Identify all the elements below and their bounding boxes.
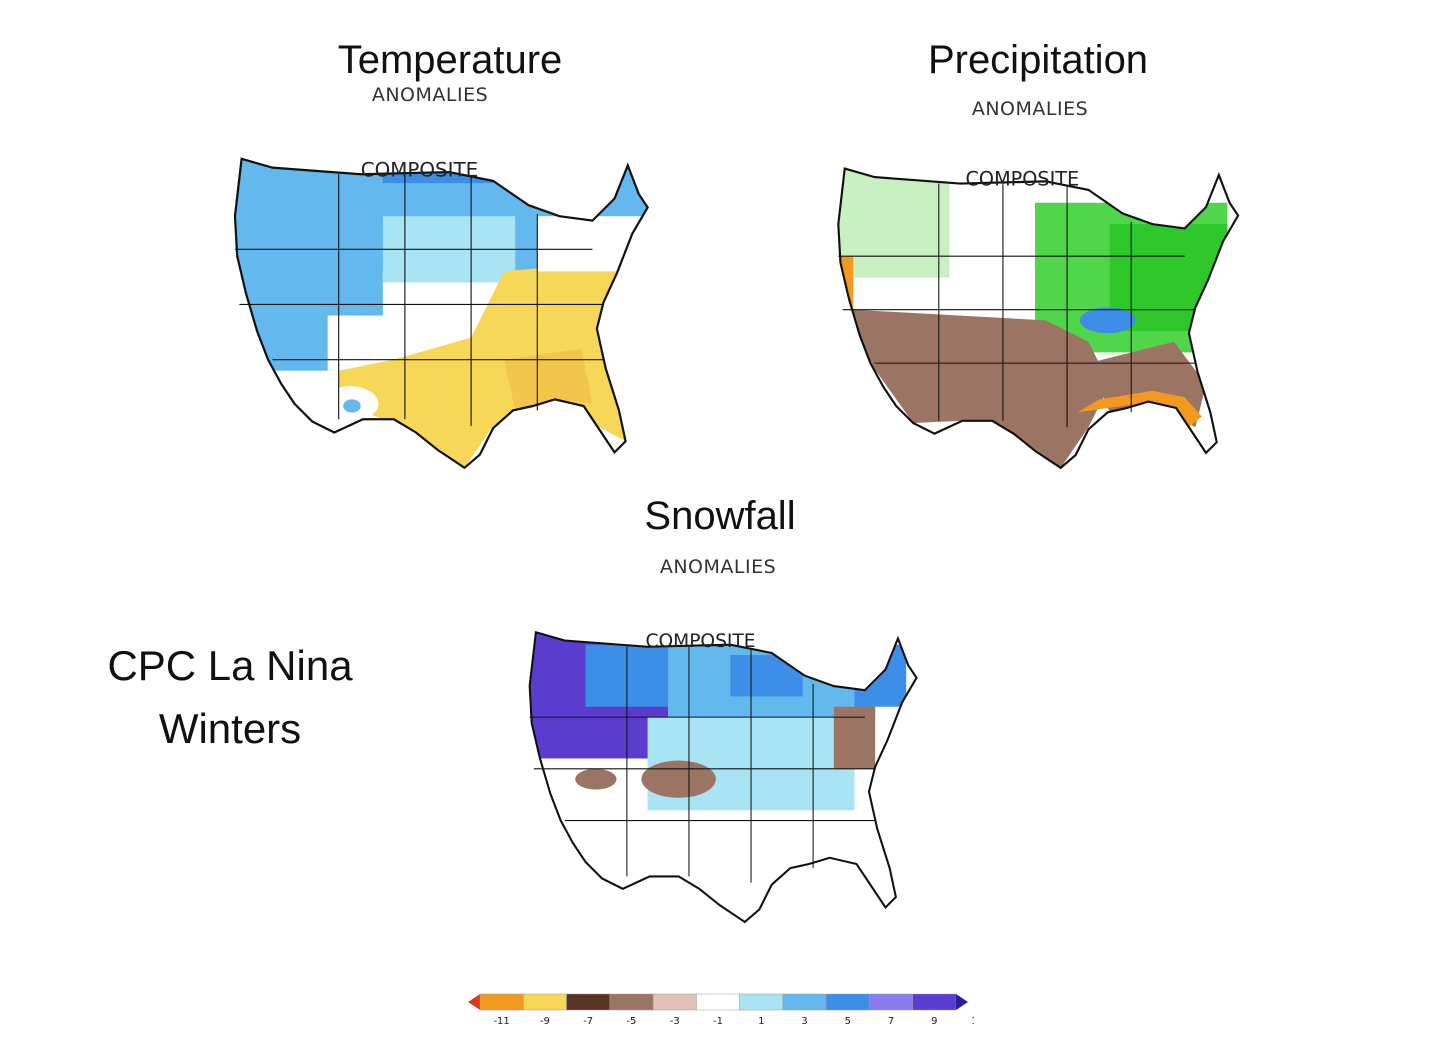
legend-swatch-2: [523, 993, 567, 1011]
precipitation-title: Precipitation: [927, 38, 1149, 82]
legend-tick-label: -5: [626, 1016, 636, 1027]
legend-tick-label: -3: [670, 1016, 680, 1027]
temperature-title: Temperature: [337, 38, 563, 82]
legend-tick-label: 7: [888, 1016, 894, 1027]
legend-swatch-7: [739, 993, 784, 1011]
legend-tick-label: 1: [758, 1016, 764, 1027]
legend-swatch-8: [782, 993, 827, 1011]
caption: CPC La Nina Winters: [70, 634, 390, 760]
legend-swatch-5: [652, 993, 697, 1011]
legend-tick-label: -9: [540, 1016, 550, 1027]
snowfall-composite-label: COMPOSITE: [646, 631, 756, 652]
caption-line-1: CPC La Nina: [107, 642, 353, 689]
legend-tick-label: 5: [845, 1016, 851, 1027]
legend-swatch-6: [696, 993, 740, 1011]
legend-tick-label: -1: [713, 1016, 723, 1027]
precipitation-composite-label: COMPOSITE: [966, 168, 1080, 191]
legend-tick-label: 9: [931, 1016, 937, 1027]
legend-tick-label: 11: [971, 1016, 974, 1027]
snowfall-anomaly-map: COMPOSITE: [528, 631, 918, 923]
legend-swatch-11: [912, 993, 957, 1011]
legend-tick-label: 3: [801, 1016, 807, 1027]
temperature-subtitle: ANOMALIES: [371, 84, 489, 106]
legend-swatch-4: [609, 993, 654, 1011]
snowfall-subtitle: ANOMALIES: [659, 556, 777, 578]
precipitation-subtitle: ANOMALIES: [971, 98, 1089, 120]
legend-tick-label: -11: [493, 1016, 509, 1027]
legend-tick-label: -7: [583, 1016, 593, 1027]
caption-line-2: Winters: [158, 705, 302, 752]
legend-swatch-9: [825, 993, 870, 1011]
temperature-composite-label: COMPOSITE: [361, 158, 478, 181]
precipitation-anomaly-map: COMPOSITE: [837, 167, 1240, 469]
snowfall-title: Snowfall: [644, 494, 796, 538]
legend-swatch-3: [566, 993, 611, 1011]
temperature-anomaly-map: COMPOSITE: [233, 157, 649, 469]
legend-swatch-0: [468, 994, 480, 1010]
legend-swatch-12: [956, 994, 968, 1010]
legend-swatch-10: [869, 993, 913, 1011]
legend-swatch-1: [479, 993, 524, 1011]
color-legend: -11-9-7-5-3-11357911: [468, 993, 974, 1027]
